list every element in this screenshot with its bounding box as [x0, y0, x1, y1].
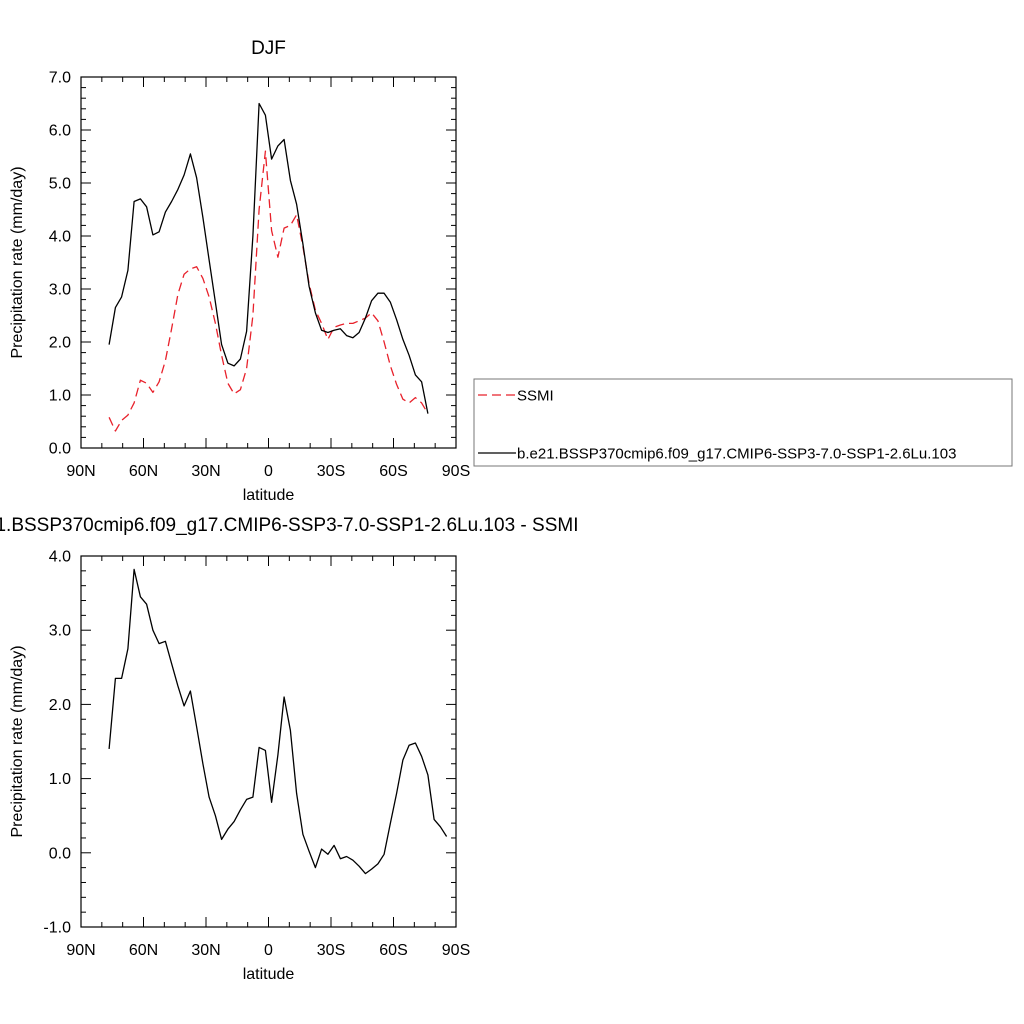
- y-tick-label: 3.0: [49, 623, 71, 640]
- y-tick-label: 4.0: [49, 549, 71, 566]
- x-tick-label: 90S: [442, 942, 470, 959]
- model-series-line: [108, 568, 448, 875]
- chart-title: DJF: [251, 38, 286, 59]
- y-tick-label: 7.0: [49, 70, 71, 87]
- y-axis-label: Precipitation rate (mm/day): [9, 166, 26, 358]
- bottom-chart: b.e21.BSSP370cmip6.f09_g17.CMIP6-SSP3-7.…: [0, 515, 578, 983]
- x-axis-label: latitude: [243, 487, 295, 504]
- y-tick-label: 5.0: [49, 176, 71, 193]
- legend: SSMI b.e21.BSSP370cmip6.f09_g17.CMIP6-SSP…: [473, 378, 1013, 467]
- chart-title: b.e21.BSSP370cmip6.f09_g17.CMIP6-SSP3-7.…: [0, 515, 578, 536]
- y-axis-label: Precipitation rate (mm/day): [9, 645, 26, 837]
- x-tick-label: 90N: [66, 942, 95, 959]
- x-tick-label: 90S: [442, 463, 470, 480]
- x-tick-label: 30S: [317, 463, 345, 480]
- y-tick-label: 3.0: [49, 282, 71, 299]
- y-tick-label: 2.0: [49, 697, 71, 714]
- x-tick-label: 30S: [317, 942, 345, 959]
- x-tick-label: 60N: [129, 942, 158, 959]
- x-tick-label: 30N: [191, 942, 220, 959]
- x-tick-label: 30N: [191, 463, 220, 480]
- plot-frame: [80, 555, 457, 928]
- y-tick-label: 2.0: [49, 335, 71, 352]
- obs-series-line: [108, 150, 429, 432]
- x-tick-label: 0: [264, 942, 273, 959]
- y-tick-label: 1.0: [49, 771, 71, 788]
- y-tick-label: 0.0: [49, 441, 71, 458]
- y-tick-label: -1.0: [43, 920, 71, 937]
- model-series-line: [108, 102, 429, 414]
- legend-label: SSMI: [517, 388, 554, 405]
- x-tick-label: 60S: [379, 463, 407, 480]
- x-axis-label: latitude: [243, 966, 295, 983]
- x-tick-label: 0: [264, 463, 273, 480]
- legend-box: [473, 378, 1013, 467]
- x-tick-label: 90N: [66, 463, 95, 480]
- x-tick-label: 60S: [379, 942, 407, 959]
- legend-label: b.e21.BSSP370cmip6.f09_g17.CMIP6-SSP3-7.…: [517, 446, 956, 463]
- y-tick-label: 0.0: [49, 845, 71, 862]
- y-tick-label: 4.0: [49, 229, 71, 246]
- y-tick-label: 6.0: [49, 123, 71, 140]
- y-tick-label: 1.0: [49, 388, 71, 405]
- top-chart: DJF 90N 60N 30N 0 30S 60S 90S 0.0 1.0 2.0 3.0 4.0 5.0…: [9, 38, 1013, 504]
- x-tick-label: 60N: [129, 463, 158, 480]
